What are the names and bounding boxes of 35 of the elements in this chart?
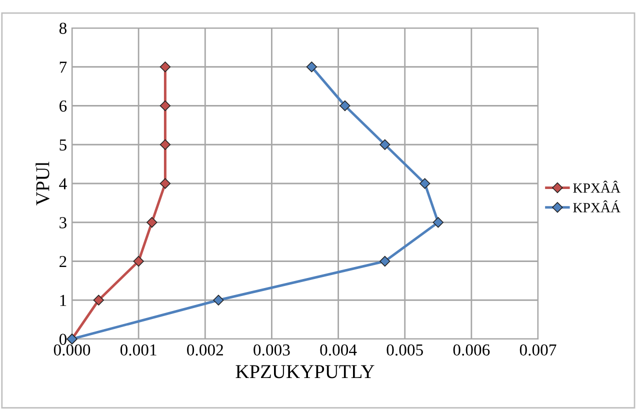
y-tick-label: 6 — [60, 100, 67, 112]
y-tick-label: 0 — [59, 334, 67, 345]
x-tick-label: 0.002 — [187, 344, 223, 356]
point — [380, 139, 390, 150]
point — [380, 256, 390, 267]
point — [340, 100, 350, 112]
x-tick-label: 0.004 — [320, 344, 357, 356]
point — [160, 100, 171, 112]
x-tick-label: 0.000 — [54, 344, 90, 356]
point — [133, 256, 144, 267]
y-tick-label: 8 — [59, 22, 67, 34]
y-axis-title: VPUl — [36, 162, 50, 206]
y-tick-label: 1 — [60, 294, 66, 306]
x-tick-label: 0.006 — [453, 344, 490, 356]
point — [160, 62, 171, 72]
legend-label: KPXÂÂ — [573, 180, 620, 193]
y-tick-label: 3 — [60, 217, 66, 228]
point — [420, 178, 430, 189]
point — [432, 217, 444, 228]
point — [146, 217, 158, 228]
point — [160, 139, 171, 150]
point — [160, 178, 171, 189]
x-tick-label: 0.001 — [120, 344, 156, 356]
x-tick-label: 0.005 — [386, 344, 423, 356]
y-tick-label: 2 — [60, 256, 66, 268]
legend-label: KPXÂÁ — [573, 200, 620, 212]
point — [93, 294, 104, 306]
y-tick-label: 5 — [60, 139, 66, 151]
x-axis-title: KPZUKYPUTLY — [236, 365, 374, 378]
y-tick-label: 4 — [59, 178, 67, 190]
x-tick-label: 0.007 — [520, 344, 556, 356]
y-tick-label: 7 — [60, 62, 67, 73]
point — [306, 62, 317, 72]
point — [213, 294, 224, 306]
x-tick-label: 0.003 — [254, 344, 290, 356]
